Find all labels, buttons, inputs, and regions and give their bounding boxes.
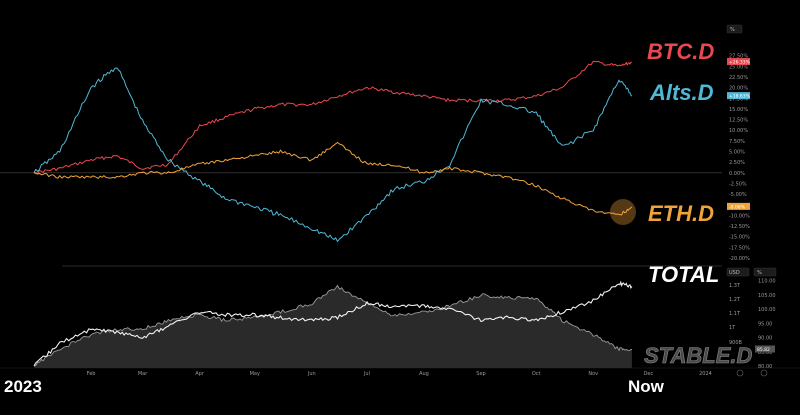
top-y-tick-label: -17.50% bbox=[729, 245, 750, 251]
timescale-scroll-icon[interactable] bbox=[760, 369, 768, 377]
badge-value: +18.63% bbox=[729, 94, 751, 100]
bottom-y-tick-left-label: 900B bbox=[729, 340, 743, 346]
top-y-tick-label: 5.00% bbox=[729, 150, 745, 156]
bottom-y-tick-left-label: 1.2T bbox=[729, 297, 741, 303]
top-y-tick-label: -15.00% bbox=[729, 235, 750, 241]
bottom-y-tick-right-label: 90.00 bbox=[758, 336, 772, 342]
top-y-tick-label: 27.50% bbox=[729, 54, 748, 60]
stable-area bbox=[34, 285, 632, 368]
stable-d-value-badge: 85.82 bbox=[755, 345, 775, 353]
eth-d-label: ETH.D bbox=[648, 201, 714, 226]
top-axis-percent-button[interactable]: % bbox=[726, 24, 743, 34]
stable-d-label: STABLE.D bbox=[644, 343, 752, 368]
series-lines bbox=[33, 60, 633, 367]
eth-highlight-circle bbox=[610, 199, 636, 225]
top-axis-percent-text: % bbox=[730, 27, 735, 33]
btc-d-line bbox=[33, 60, 633, 175]
start-year-label: 2023 bbox=[4, 377, 42, 396]
bottom-y-tick-right-label: 100.00 bbox=[758, 307, 776, 313]
value-badges: +26.33% +18.63% -8.06% 85.82 bbox=[727, 58, 775, 353]
top-y-tick-label: 12.50% bbox=[729, 118, 748, 124]
top-y-tick-label: -2.50% bbox=[729, 181, 747, 187]
x-tick-label: Mar bbox=[138, 371, 148, 377]
alts-d-label: Alts.D bbox=[649, 80, 714, 105]
alts-d-value-badge: +18.63% bbox=[727, 92, 751, 100]
bottom-y-tick-right-label: 85.00 bbox=[758, 350, 772, 356]
alts-d-line bbox=[33, 67, 633, 242]
badge-value: +26.33% bbox=[729, 60, 751, 66]
badge-value: 85.82 bbox=[757, 347, 770, 353]
bottom-axis-usd-text: USD bbox=[729, 270, 740, 276]
badge-value: -8.06% bbox=[729, 204, 746, 210]
bottom-y-tick-right-label: 95.00 bbox=[758, 321, 772, 327]
x-tick-label: Jun bbox=[307, 371, 316, 377]
top-y-tick-label: 2.50% bbox=[729, 160, 745, 166]
eth-d-line bbox=[33, 142, 633, 216]
bottom-y-tick-left-label: 1.3T bbox=[729, 283, 741, 289]
top-y-tick-label: 20.00% bbox=[729, 86, 748, 92]
x-tick-label: Dec bbox=[644, 371, 654, 377]
bottom-axis-percent-button[interactable]: % bbox=[753, 267, 777, 277]
stable-d-line bbox=[33, 284, 632, 367]
bottom-y-tick-left-label: 1T bbox=[729, 325, 736, 331]
x-tick-label: Apr bbox=[195, 371, 205, 377]
axes: 27.50% 25.00% 22.50% 20.00% 17.50% 15.00% 12.5… bbox=[87, 54, 776, 377]
top-y-tick-label: 25.00% bbox=[729, 64, 748, 70]
bottom-axis-percent-text: % bbox=[757, 270, 762, 276]
x-tick-label: 2024 bbox=[699, 371, 712, 377]
bottom-y-tick-right-label: 105.00 bbox=[758, 293, 776, 299]
btc-d-value-badge: +26.33% bbox=[727, 58, 751, 66]
bottom-y-tick-left-label: 1.1T bbox=[729, 311, 741, 317]
top-y-tick-label: -10.00% bbox=[729, 213, 750, 219]
timescale-settings-icon[interactable] bbox=[736, 369, 744, 377]
x-tick-label: Sep bbox=[476, 371, 485, 377]
btc-d-label: BTC.D bbox=[647, 39, 714, 64]
x-tick-label: Jul bbox=[363, 371, 370, 377]
x-tick-label: May bbox=[250, 371, 260, 377]
top-y-tick-label: 7.50% bbox=[729, 139, 745, 145]
bottom-y-tick-right-label: 110.00 bbox=[758, 279, 776, 285]
x-tick-label: Nov bbox=[588, 371, 598, 377]
top-y-tick-label: -12.50% bbox=[729, 224, 750, 230]
x-tick-label: Feb bbox=[87, 371, 96, 377]
top-y-tick-label: 0.00% bbox=[729, 171, 745, 177]
eth-d-value-badge: -8.06% bbox=[727, 202, 750, 210]
x-tick-label: Aug bbox=[419, 371, 429, 377]
end-now-label: Now bbox=[628, 377, 665, 396]
top-y-tick-label: 15.00% bbox=[729, 107, 748, 113]
x-tick-label: Oct bbox=[532, 371, 541, 377]
bottom-axis-usd-button[interactable]: USD bbox=[726, 267, 750, 277]
total-label: TOTAL bbox=[648, 262, 719, 287]
stable-d-area bbox=[34, 285, 632, 368]
top-y-tick-label: -5.00% bbox=[729, 192, 747, 198]
top-y-tick-label: 10.00% bbox=[729, 128, 748, 134]
top-y-tick-label: 22.50% bbox=[729, 75, 748, 81]
total-line bbox=[33, 280, 633, 367]
top-y-tick-label: -20.00% bbox=[729, 256, 750, 262]
top-y-tick-label: 17.50% bbox=[729, 96, 748, 102]
bottom-y-tick-right-label: 80.00 bbox=[758, 364, 772, 370]
